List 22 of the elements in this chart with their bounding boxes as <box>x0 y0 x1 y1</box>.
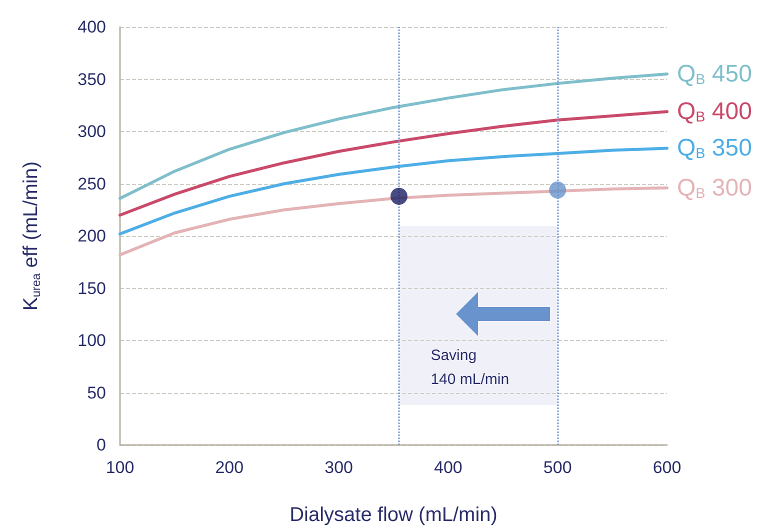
annotation: Saving 140 mL/min <box>430 346 510 390</box>
x-tick-label: 200 <box>215 458 244 477</box>
x-tick-label: 400 <box>434 458 462 477</box>
y-tick-label: 50 <box>87 383 106 402</box>
x-tick-label: 100 <box>106 458 134 477</box>
y-tick-label: 350 <box>78 70 106 89</box>
y-tick-label: 150 <box>78 278 106 298</box>
y-tick-label: 0 <box>96 436 106 454</box>
y-tick-label: 100 <box>78 331 106 350</box>
line-series <box>118 146 668 236</box>
y-tick-label: 200 <box>78 226 106 246</box>
y-tick-label: 250 <box>78 174 106 194</box>
x-tick-label: 600 <box>652 458 682 477</box>
shaded-panel: Saving 140 mL/min <box>398 226 558 406</box>
y-tick-label: 300 <box>78 122 106 141</box>
line-series <box>118 110 668 217</box>
x-axis-title: Dialysate flow (mL/min) <box>290 504 498 526</box>
x-tick-label: 500 <box>543 458 572 477</box>
x-tick-label: 300 <box>324 458 353 477</box>
y-axis-title: Kurea eff (mL/min) <box>20 161 43 311</box>
y-tick-label: 400 <box>78 18 106 36</box>
line-series <box>118 72 668 200</box>
